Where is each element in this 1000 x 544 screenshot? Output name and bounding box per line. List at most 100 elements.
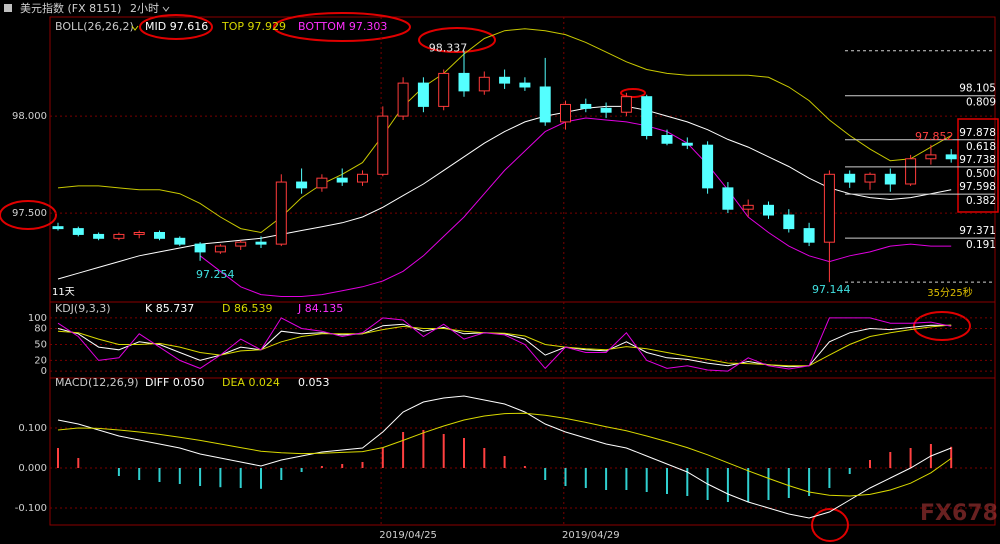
- indicator-label: BOLL(26,26,2): [55, 20, 134, 33]
- candle-body: [174, 237, 186, 245]
- candle-body: [194, 243, 206, 253]
- fib-ratio: 0.382: [966, 195, 996, 207]
- series-line: [57, 324, 952, 367]
- y-tick-label: 80: [34, 324, 47, 335]
- indicator-label: BOTTOM 97.303: [298, 20, 387, 33]
- price-annotation: 97.144: [812, 283, 851, 296]
- candle-body: [417, 82, 429, 107]
- y-tick-label: 100: [28, 313, 47, 324]
- series-line: [57, 28, 952, 234]
- icon: [4, 4, 12, 12]
- dropdown-chevron: [131, 25, 139, 31]
- highlight-ellipse: [811, 508, 849, 542]
- indicator-label: J 84.135: [297, 302, 343, 315]
- fib-price: 97.878: [959, 127, 996, 139]
- candle-body: [113, 233, 125, 239]
- candle-body: [681, 142, 693, 146]
- price-annotation: 98.337: [429, 42, 468, 55]
- series-line: [57, 395, 952, 519]
- series-line: [57, 412, 952, 497]
- y-tick-label: 0.100: [18, 423, 47, 434]
- candle-body: [478, 76, 490, 92]
- y-tick-label: 50: [34, 339, 47, 350]
- candle-body: [783, 214, 795, 230]
- candle-body: [397, 82, 409, 117]
- frame: [49, 16, 996, 526]
- candle-body: [742, 204, 754, 210]
- x-tick-label: 2019/04/25: [379, 530, 437, 541]
- candle-body: [377, 115, 389, 175]
- candle-body: [925, 154, 937, 160]
- indicator-label: DIFF 0.050: [145, 376, 204, 389]
- period: 2小时: [130, 2, 159, 15]
- series-line: [57, 105, 952, 280]
- candle-body: [600, 107, 612, 113]
- annotation: 35分25秒: [927, 286, 972, 299]
- fib-price: 98.105: [959, 83, 996, 95]
- candle-body: [235, 241, 247, 247]
- fib-ratio: 0.500: [966, 168, 996, 180]
- candle-body: [884, 173, 896, 185]
- highlight-ellipse: [620, 88, 646, 98]
- y-tick-label: 0.000: [18, 463, 47, 474]
- dropdown-chevron[interactable]: [162, 6, 170, 12]
- candle-body: [458, 72, 470, 92]
- candle-body: [72, 228, 84, 235]
- indicator-label: K 85.737: [145, 302, 194, 315]
- candle-body: [803, 228, 815, 243]
- watermark: FX678 汇通网: [920, 501, 1000, 526]
- indicator-label: 0.053: [298, 376, 330, 389]
- candle-body: [844, 173, 856, 183]
- candle-body: [316, 177, 328, 189]
- candle-body: [255, 241, 267, 245]
- indicator-label: D 86.539: [222, 302, 272, 315]
- candle-body: [357, 173, 368, 183]
- price-annotation: 97.254: [196, 268, 235, 281]
- fib-ratio: 0.191: [966, 239, 996, 251]
- y-tick-label: 20: [34, 355, 47, 366]
- highlight-ellipse: [273, 12, 411, 42]
- indicator-label: TOP 97.929: [221, 20, 286, 33]
- indicator-label: KDJ(9,3,3): [55, 302, 111, 315]
- x-tick-label: 2019/04/29: [562, 530, 620, 541]
- candle-body: [560, 103, 571, 123]
- highlight-ellipse: [139, 14, 213, 40]
- y-tick-label: 0: [41, 366, 47, 377]
- candle-body: [499, 76, 511, 84]
- indicator-label: DEA 0.024: [222, 376, 280, 389]
- candle-body: [52, 226, 64, 230]
- series-line: [199, 117, 952, 297]
- highlight-ellipse: [0, 200, 57, 230]
- candle-body: [620, 96, 632, 113]
- candle-body: [702, 144, 714, 189]
- instrument-title: 美元指数 (FX 8151): [20, 1, 121, 15]
- candle-body: [763, 204, 774, 216]
- highlight-ellipse: [418, 27, 496, 53]
- candle-body: [93, 233, 105, 239]
- candle-body: [438, 72, 450, 107]
- fib-price: 97.738: [959, 154, 996, 166]
- fib-price: 97.598: [959, 181, 996, 193]
- fib-ratio: 0.618: [966, 141, 996, 153]
- candle-body: [641, 96, 653, 136]
- candle-body: [905, 158, 917, 185]
- indicator-label: MACD(12,26,9): [55, 376, 139, 389]
- annotation: 11天: [52, 287, 75, 298]
- series-line: [57, 317, 952, 372]
- fib-price: 97.371: [959, 225, 996, 237]
- candle-body: [133, 231, 145, 235]
- highlight-box: [957, 118, 999, 213]
- y-tick-label: -0.100: [15, 503, 47, 514]
- candle-body: [539, 86, 551, 123]
- y-tick-label: 97.500: [12, 208, 47, 219]
- candle-body: [945, 154, 957, 160]
- price-annotation: 97.852: [915, 130, 954, 143]
- candle-body: [214, 245, 226, 253]
- candle-body: [580, 103, 592, 109]
- indicator-label: MID 97.616: [145, 20, 208, 33]
- candle-body: [661, 134, 673, 144]
- fib-ratio: 0.809: [966, 97, 996, 109]
- candle-body: [154, 231, 165, 239]
